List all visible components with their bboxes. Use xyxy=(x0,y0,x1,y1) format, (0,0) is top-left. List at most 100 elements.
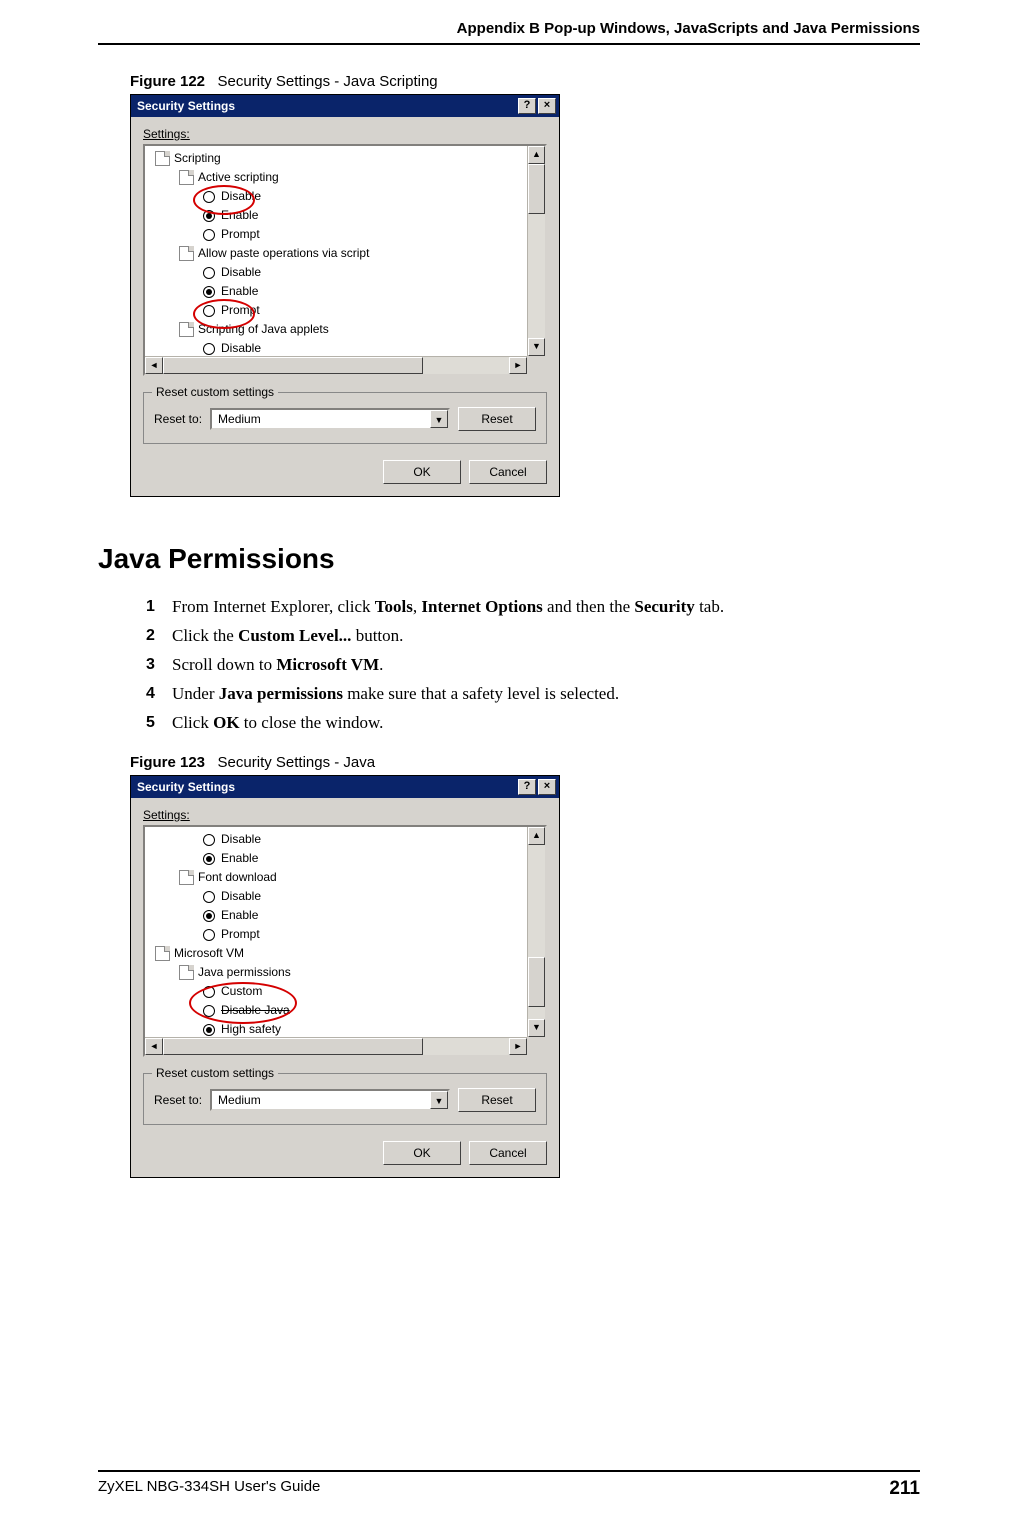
step-number: 3 xyxy=(146,651,160,678)
step-item: 5 Click OK to close the window. xyxy=(146,709,920,736)
radio-icon[interactable] xyxy=(203,229,215,241)
scroll-thumb[interactable] xyxy=(163,1038,423,1055)
figure1-tree[interactable]: Scripting Active scripting Disable Enabl… xyxy=(143,144,547,376)
doc-icon xyxy=(179,170,194,185)
cancel-button[interactable]: Cancel xyxy=(469,1141,547,1165)
figure1-titlebar: Security Settings ? × xyxy=(131,95,559,117)
horizontal-scrollbar[interactable]: ◄ ► xyxy=(145,1037,527,1055)
radio-icon[interactable] xyxy=(203,1024,215,1036)
radio-icon[interactable] xyxy=(203,1005,215,1017)
scroll-thumb[interactable] xyxy=(528,164,545,214)
figure1-caption: Figure 122 Security Settings - Java Scri… xyxy=(130,73,920,90)
combo-value: Medium xyxy=(218,412,261,426)
chevron-down-icon[interactable]: ▼ xyxy=(430,1091,448,1109)
scroll-up-icon[interactable]: ▲ xyxy=(528,827,545,845)
scroll-corner xyxy=(527,356,545,374)
scroll-left-icon[interactable]: ◄ xyxy=(145,1038,163,1055)
header-appendix-title: Appendix B Pop-up Windows, JavaScripts a… xyxy=(98,20,920,43)
doc-icon xyxy=(179,322,194,337)
figure1-dialog-title: Security Settings xyxy=(137,99,235,113)
figure2-reset-to-label: Reset to: xyxy=(154,1093,202,1107)
radio-icon[interactable] xyxy=(203,305,215,317)
doc-icon xyxy=(155,151,170,166)
help-icon[interactable]: ? xyxy=(518,98,536,114)
ok-button[interactable]: OK xyxy=(383,1141,461,1165)
reset-button[interactable]: Reset xyxy=(458,1088,536,1112)
figure2-settings-label: Settings: xyxy=(143,808,547,822)
page-number: 211 xyxy=(889,1478,920,1500)
radio-icon[interactable] xyxy=(203,343,215,355)
step-number: 2 xyxy=(146,622,160,649)
scroll-right-icon[interactable]: ► xyxy=(509,357,527,374)
scroll-corner xyxy=(527,1037,545,1055)
figure1-reset-fieldset: Reset custom settings Reset to: Medium ▼… xyxy=(143,392,547,444)
steps-list: 1 From Internet Explorer, click Tools, In… xyxy=(146,593,920,736)
figure2-label: Figure 123 xyxy=(130,754,205,771)
figure2-tree[interactable]: Disable Enable Font download Disable Ena… xyxy=(143,825,547,1057)
horizontal-scrollbar[interactable]: ◄ ► xyxy=(145,356,527,374)
doc-icon xyxy=(179,965,194,980)
step-item: 4 Under Java permissions make sure that a… xyxy=(146,680,920,707)
step-item: 2 Click the Custom Level... button. xyxy=(146,622,920,649)
vertical-scrollbar[interactable]: ▲ ▼ xyxy=(527,827,545,1037)
step-text: Under Java permissions make sure that a … xyxy=(172,680,619,707)
page-footer: ZyXEL NBG-334SH User's Guide 211 xyxy=(98,1470,920,1500)
figure2-fieldset-legend: Reset custom settings xyxy=(152,1066,278,1080)
chevron-down-icon[interactable]: ▼ xyxy=(430,410,448,428)
radio-icon[interactable] xyxy=(203,891,215,903)
radio-icon[interactable] xyxy=(203,929,215,941)
step-text: From Internet Explorer, click Tools, Int… xyxy=(172,593,724,620)
figure2-dialog-title: Security Settings xyxy=(137,780,235,794)
scroll-down-icon[interactable]: ▼ xyxy=(528,1019,545,1037)
cancel-button[interactable]: Cancel xyxy=(469,460,547,484)
figure1-fieldset-legend: Reset custom settings xyxy=(152,385,278,399)
doc-icon xyxy=(155,946,170,961)
scroll-thumb[interactable] xyxy=(528,957,545,1007)
step-number: 4 xyxy=(146,680,160,707)
figure1-settings-label: Settings: xyxy=(143,127,547,141)
doc-icon xyxy=(179,246,194,261)
step-text: Click OK to close the window. xyxy=(172,709,383,736)
doc-icon xyxy=(179,870,194,885)
scroll-right-icon[interactable]: ► xyxy=(509,1038,527,1055)
combo-value: Medium xyxy=(218,1093,261,1107)
header-rule xyxy=(98,43,920,45)
figure2-caption: Figure 123 Security Settings - Java xyxy=(130,754,920,771)
figure1-caption-text: Security Settings - Java Scripting xyxy=(218,73,438,90)
close-icon[interactable]: × xyxy=(538,98,556,114)
figure1-dialog: Security Settings ? × Settings: Scriptin… xyxy=(130,94,560,497)
ok-button[interactable]: OK xyxy=(383,460,461,484)
section-heading: Java Permissions xyxy=(98,543,920,575)
step-number: 1 xyxy=(146,593,160,620)
radio-icon[interactable] xyxy=(203,267,215,279)
footer-rule xyxy=(98,1470,920,1472)
radio-icon[interactable] xyxy=(203,910,215,922)
radio-icon[interactable] xyxy=(203,834,215,846)
help-icon[interactable]: ? xyxy=(518,779,536,795)
scroll-up-icon[interactable]: ▲ xyxy=(528,146,545,164)
figure2-reset-fieldset: Reset custom settings Reset to: Medium ▼… xyxy=(143,1073,547,1125)
scroll-left-icon[interactable]: ◄ xyxy=(145,357,163,374)
reset-level-combo[interactable]: Medium ▼ xyxy=(210,408,450,430)
scroll-down-icon[interactable]: ▼ xyxy=(528,338,545,356)
figure2-titlebar: Security Settings ? × xyxy=(131,776,559,798)
radio-icon[interactable] xyxy=(203,191,215,203)
radio-icon[interactable] xyxy=(203,286,215,298)
scroll-thumb[interactable] xyxy=(163,357,423,374)
figure1-reset-to-label: Reset to: xyxy=(154,412,202,426)
step-number: 5 xyxy=(146,709,160,736)
radio-icon[interactable] xyxy=(203,986,215,998)
radio-icon[interactable] xyxy=(203,853,215,865)
figure2-dialog: Security Settings ? × Settings: Disable … xyxy=(130,775,560,1178)
reset-button[interactable]: Reset xyxy=(458,407,536,431)
radio-icon[interactable] xyxy=(203,210,215,222)
close-icon[interactable]: × xyxy=(538,779,556,795)
figure2-caption-text: Security Settings - Java xyxy=(218,754,376,771)
vertical-scrollbar[interactable]: ▲ ▼ xyxy=(527,146,545,356)
figure1-label: Figure 122 xyxy=(130,73,205,90)
step-text: Click the Custom Level... button. xyxy=(172,622,403,649)
step-item: 3 Scroll down to Microsoft VM. xyxy=(146,651,920,678)
footer-guide-name: ZyXEL NBG-334SH User's Guide xyxy=(98,1478,320,1500)
reset-level-combo[interactable]: Medium ▼ xyxy=(210,1089,450,1111)
step-text: Scroll down to Microsoft VM. xyxy=(172,651,383,678)
